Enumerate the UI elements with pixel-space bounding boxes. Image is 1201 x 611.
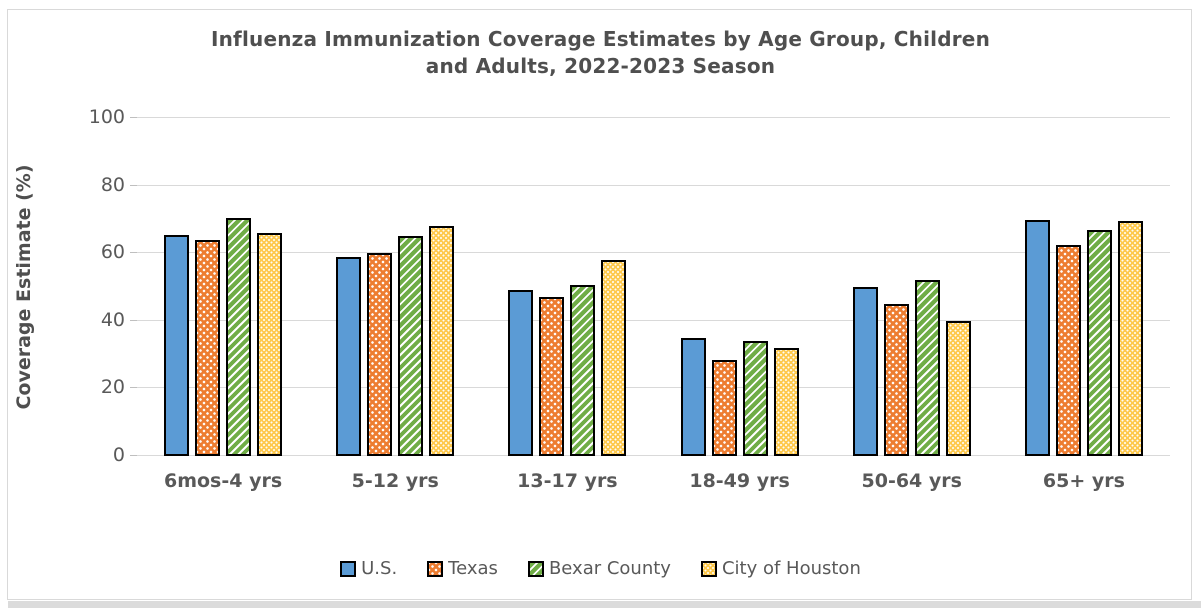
chart-title: Influenza Immunization Coverage Estimate… [0, 26, 1201, 80]
gridline-80 [137, 184, 1170, 186]
bar-city-of-houston-13-17-yrs [601, 260, 627, 456]
y-tick-mark-0 [130, 455, 137, 456]
gridline-100 [137, 117, 1170, 118]
bar-texas-5-12-yrs [367, 253, 393, 456]
legend-swatch-bexar-county [527, 560, 544, 577]
y-axis-title: Coverage Estimate (%) [13, 164, 35, 410]
bar-city-of-houston-65-yrs [1117, 221, 1143, 456]
legend-label-city-of-houston: City of Houston [721, 558, 861, 579]
legend-swatch-texas [427, 560, 444, 577]
bar-bexar-county-65-yrs [1086, 230, 1112, 456]
x-axis-label-13-17-yrs: 13-17 yrs [517, 470, 618, 492]
y-tick-mark-60 [130, 252, 137, 254]
x-axis-label-18-49-yrs: 18-49 yrs [689, 470, 790, 492]
bar-bexar-county-13-17-yrs [570, 285, 596, 456]
y-tick-label-40: 40 [100, 308, 125, 331]
y-tick-label-20: 20 [100, 376, 125, 399]
gridline-60 [137, 252, 1170, 254]
bar-city-of-houston-18-49-yrs [773, 348, 799, 456]
bar-bexar-county-50-64-yrs [914, 280, 940, 456]
y-tick-label-0: 0 [112, 444, 125, 466]
legend-item-u-s: U.S. [340, 558, 397, 579]
gridline-40 [137, 319, 1170, 321]
y-tick-label-100: 100 [88, 106, 125, 128]
x-axis-label-65-yrs: 65+ yrs [1042, 470, 1125, 492]
bar-u-s-50-64-yrs [852, 287, 878, 456]
horizontal-scrollbar[interactable] [8, 601, 1201, 608]
y-tick-mark-40 [130, 319, 137, 321]
bar-bexar-county-6mos-4-yrs [226, 218, 252, 456]
legend-label-u-s: U.S. [361, 558, 398, 579]
bar-u-s-65-yrs [1024, 220, 1050, 456]
legend-label-bexar-county: Bexar County [548, 558, 671, 579]
gridline-20 [137, 387, 1170, 389]
y-tick-mark-80 [130, 184, 137, 186]
legend: U.S. Texas Bexar County City of Houston [0, 558, 1201, 579]
gridline-0 [137, 455, 1170, 456]
y-tick-label-80: 80 [100, 173, 125, 196]
legend-item-bexar-county: Bexar County [527, 558, 671, 579]
bar-texas-65-yrs [1055, 245, 1081, 456]
bar-bexar-county-5-12-yrs [398, 236, 424, 456]
bar-city-of-houston-5-12-yrs [429, 226, 455, 456]
legend-label-texas: Texas [448, 558, 498, 579]
bar-u-s-5-12-yrs [336, 257, 362, 456]
x-axis-label-6mos-4-yrs: 6mos-4 yrs [163, 470, 283, 492]
chart-title-line2: and Adults, 2022-2023 Season [425, 54, 776, 78]
legend-swatch-u-s [340, 560, 357, 577]
chart-title-line1: Influenza Immunization Coverage Estimate… [210, 27, 991, 51]
legend-item-texas: Texas [427, 558, 498, 579]
y-tick-label-60: 60 [100, 241, 125, 264]
legend-item-city-of-houston: City of Houston [700, 558, 861, 579]
bar-u-s-18-49-yrs [680, 338, 706, 456]
bar-texas-13-17-yrs [539, 297, 565, 456]
bar-city-of-houston-6mos-4-yrs [257, 233, 283, 456]
bar-texas-18-49-yrs [711, 360, 737, 456]
legend-swatch-city-of-houston [700, 560, 717, 577]
bar-city-of-houston-50-64-yrs [945, 321, 971, 456]
plot-area: 0 20 40 60 80 100 6mos-4 yrs 5-12 yrs 13-17 yrs 1… [89, 108, 1170, 492]
bar-u-s-13-17-yrs [508, 290, 534, 456]
bar-texas-50-64-yrs [883, 304, 909, 456]
bar-bexar-county-18-49-yrs [742, 341, 768, 456]
y-tick-mark-20 [130, 387, 137, 389]
bar-u-s-6mos-4-yrs [164, 235, 190, 456]
x-axis-label-50-64-yrs: 50-64 yrs [861, 470, 962, 492]
bar-texas-6mos-4-yrs [195, 240, 221, 456]
y-tick-mark-100 [130, 117, 137, 118]
x-axis-label-5-12-yrs: 5-12 yrs [351, 470, 439, 492]
